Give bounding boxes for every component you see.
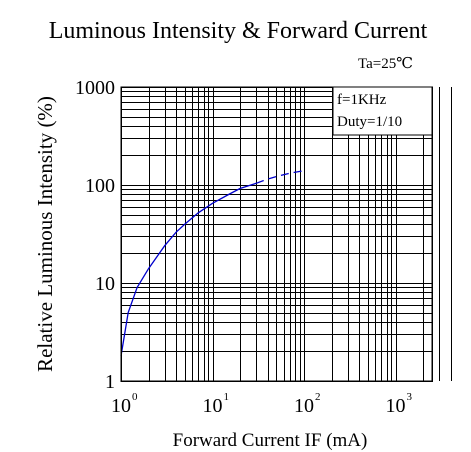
x-axis-label: Forward Current IF (mA)	[173, 430, 368, 451]
x-tick-exponent: 1	[224, 391, 230, 403]
x-tick-base: 10	[111, 395, 131, 417]
y-tick-labels: 1000 100 10 1	[75, 77, 115, 393]
x-tick-label: 10 2	[294, 391, 321, 417]
plot-frame	[120, 86, 433, 382]
x-tick-labels: 10 0 10 1 10 2 10 3	[111, 391, 413, 417]
y-tick-label: 1000	[75, 77, 115, 99]
x-tick-exponent: 3	[407, 391, 413, 403]
x-tick-base: 10	[294, 395, 314, 417]
x-tick-exponent: 0	[132, 391, 138, 403]
condition-label: Ta=25℃	[358, 56, 413, 72]
chart-title: Luminous Intensity & Forward Current	[49, 18, 428, 44]
curve-measured	[120, 182, 257, 357]
x-tick-label: 10 0	[111, 391, 138, 417]
x-tick-label: 10 3	[386, 391, 413, 417]
x-tick-exponent: 2	[315, 391, 321, 403]
y-tick-label: 1	[105, 371, 115, 393]
x-tick-base: 10	[203, 395, 223, 417]
frequency-label: f=1KHz	[337, 92, 387, 108]
curve-extrapolated	[255, 170, 305, 184]
x-tick-base: 10	[386, 395, 406, 417]
legend-box	[332, 86, 433, 136]
y-tick-label: 100	[85, 175, 115, 197]
x-tick-label: 10 1	[203, 391, 230, 417]
duty-label: Duty=1/10	[337, 114, 402, 130]
grid	[121, 87, 452, 381]
y-axis-label: Relative Luminous Intensity (%)	[33, 96, 57, 372]
y-tick-label: 10	[95, 273, 115, 295]
curve-layer	[120, 170, 305, 357]
